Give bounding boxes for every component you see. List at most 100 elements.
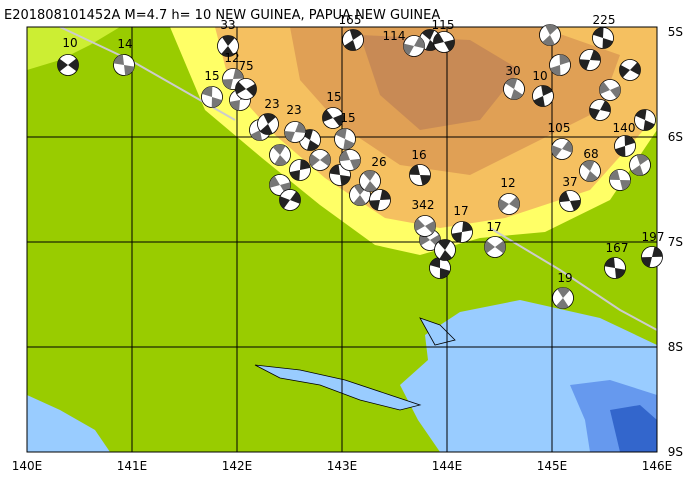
beachball	[641, 246, 663, 268]
beachball	[322, 107, 344, 129]
latitude-label: 6S	[668, 130, 683, 144]
beachball-compression	[615, 135, 635, 157]
beachball-compression	[559, 191, 581, 211]
event-depth-label: 105	[548, 121, 571, 135]
event-depth-label: 16	[411, 148, 426, 162]
latitude-label: 7S	[668, 235, 683, 249]
event-depth-label: 15	[326, 90, 341, 104]
beachball	[551, 138, 573, 160]
beachball	[559, 190, 581, 212]
longitude-label: 143E	[327, 459, 358, 473]
beachball	[579, 49, 601, 71]
beachball-compression	[498, 196, 520, 212]
event-depth-label: 165	[339, 13, 362, 27]
beachball-compression	[221, 35, 235, 57]
beachball	[369, 189, 391, 211]
beachball-compression	[533, 85, 553, 107]
longitude-label: 140E	[12, 459, 43, 473]
longitude-label: 142E	[222, 459, 253, 473]
beachball-compression	[269, 176, 291, 194]
longitude-label: 141E	[117, 459, 148, 473]
event-depth-label: 10	[532, 69, 547, 83]
beachball-compression	[414, 218, 436, 234]
beachball-compression	[329, 164, 351, 186]
beachball	[619, 59, 641, 81]
event-depth-label: 19	[557, 271, 572, 285]
event-depth-label: 12	[500, 176, 515, 190]
beachball	[484, 236, 506, 258]
beachball	[552, 287, 574, 309]
beachball-compression	[579, 50, 601, 70]
beachball-compression	[289, 159, 311, 181]
map-title: E201808101452A M=4.7 h= 10 NEW GUINEA, P…	[4, 8, 440, 23]
beachball	[289, 159, 311, 181]
beachball-compression	[589, 100, 611, 120]
beachball-compression	[309, 153, 331, 167]
event-depth-label: 197	[642, 230, 665, 244]
latitude-label: 8S	[668, 340, 683, 354]
event-depth-label: 15	[340, 111, 355, 125]
beachball	[579, 160, 601, 182]
beachball-compression	[284, 122, 306, 142]
beachball	[429, 257, 451, 279]
beachball-compression	[505, 78, 523, 100]
beachball	[414, 215, 436, 237]
beachball-compression	[619, 62, 641, 78]
beachball-compression	[429, 257, 451, 279]
beachball	[539, 24, 561, 46]
beachball	[433, 31, 455, 53]
beachball	[451, 221, 473, 243]
beachball	[217, 35, 239, 57]
beachball	[592, 27, 614, 49]
event-depth-label: 342	[412, 198, 435, 212]
event-depth-label: 26	[371, 155, 386, 169]
event-depth-label: 17	[486, 220, 501, 234]
beachball-compression	[582, 160, 598, 182]
beachball	[609, 169, 631, 191]
beachball	[257, 113, 279, 135]
beachball-outline	[434, 239, 456, 261]
event-depth-label: 14	[117, 37, 132, 51]
beachball-compression	[222, 68, 244, 90]
beachball	[201, 86, 223, 108]
beachball	[498, 193, 520, 215]
beachball-compression	[635, 109, 655, 131]
beachball-compression	[484, 240, 506, 254]
longitude-label: 145E	[537, 459, 568, 473]
event-depth-label: 225	[593, 13, 616, 27]
beachball	[334, 128, 356, 150]
beachball	[604, 257, 626, 279]
beachball-compression	[363, 170, 377, 192]
beachball-compression	[235, 81, 257, 97]
beachball	[599, 79, 621, 101]
beachball-compression	[550, 54, 570, 76]
event-depth-label: 23	[264, 97, 279, 111]
event-depth-label: 140	[613, 121, 636, 135]
event-depth-label: 37	[562, 175, 577, 189]
beachball-compression	[641, 246, 663, 268]
latitude-label: 9S	[668, 445, 683, 459]
beachball-compression	[353, 184, 367, 206]
beachball	[629, 154, 651, 176]
latitude-label: 5S	[668, 25, 683, 39]
beachball-compression	[609, 169, 631, 191]
beachball	[403, 35, 425, 57]
beachball	[284, 121, 306, 143]
event-depth-label: 114	[383, 29, 406, 43]
beachball-compression	[272, 144, 288, 166]
longitude-label: 146E	[642, 459, 673, 473]
focal-mechanisms	[57, 24, 663, 309]
beachball-compression	[599, 81, 621, 99]
beachball	[589, 99, 611, 121]
beachball	[309, 149, 331, 171]
event-depth-label: 115	[432, 18, 455, 32]
beachball-compression	[369, 189, 391, 211]
beachball-compression	[57, 58, 79, 72]
beachball-compression	[344, 29, 362, 51]
beachball	[532, 85, 554, 107]
labels: 140E 141E 142E 143E 144E 145E 146E 5S 6S 7S 8S 9S 10…	[12, 13, 683, 473]
beachball-compression	[631, 154, 649, 176]
event-depth-label: 75	[238, 59, 253, 73]
beachball	[409, 164, 431, 186]
